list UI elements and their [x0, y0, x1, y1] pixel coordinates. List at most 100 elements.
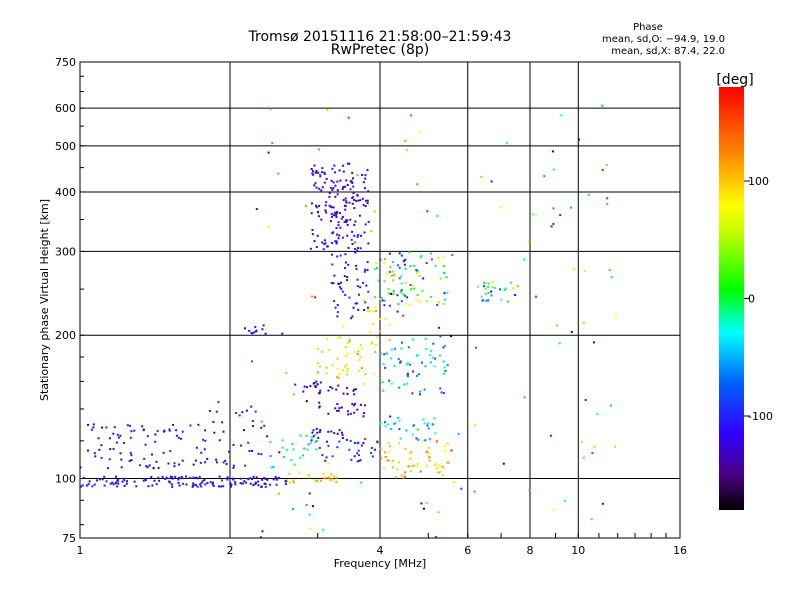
- data-point: [87, 423, 89, 426]
- data-point: [122, 441, 125, 444]
- data-point: [293, 463, 296, 466]
- data-point: [383, 304, 386, 307]
- data-point: [321, 454, 324, 457]
- data-point: [129, 436, 132, 439]
- data-point: [204, 461, 207, 464]
- data-point: [391, 270, 394, 273]
- data-point: [344, 267, 346, 269]
- data-point: [221, 421, 224, 424]
- data-point: [338, 283, 341, 285]
- data-point: [366, 269, 369, 272]
- data-point: [115, 481, 118, 484]
- data-point: [502, 462, 505, 465]
- data-point: [281, 439, 284, 442]
- data-point: [400, 474, 403, 477]
- data-point: [411, 465, 414, 467]
- data-point: [332, 282, 335, 285]
- data-point: [436, 441, 439, 444]
- data-point: [374, 306, 377, 309]
- data-point: [267, 225, 270, 228]
- data-point: [228, 450, 231, 453]
- data-point: [348, 340, 351, 343]
- data-point: [347, 263, 350, 266]
- data-point: [171, 477, 174, 480]
- data-point: [359, 403, 362, 406]
- data-point: [202, 438, 204, 441]
- data-point: [363, 299, 366, 302]
- data-point: [388, 379, 391, 382]
- data-point: [336, 403, 339, 405]
- data-point: [404, 471, 407, 474]
- data-point: [329, 386, 332, 388]
- data-point: [112, 432, 115, 435]
- y-axis-label: Stationary phase Virtual Height [km]: [38, 199, 51, 401]
- data-point: [333, 211, 336, 214]
- data-point: [341, 437, 344, 439]
- data-point: [250, 405, 253, 408]
- data-point: [346, 392, 349, 395]
- data-point: [175, 429, 178, 432]
- data-point: [192, 476, 195, 479]
- data-point: [204, 483, 207, 486]
- data-point: [317, 171, 320, 174]
- data-point: [345, 364, 348, 367]
- data-point: [406, 374, 409, 377]
- data-point: [288, 481, 291, 484]
- data-point: [407, 465, 410, 468]
- data-point: [374, 351, 377, 354]
- data-point: [170, 476, 173, 478]
- data-point: [400, 347, 403, 350]
- data-point: [281, 332, 284, 335]
- data-point: [354, 251, 357, 254]
- data-point: [398, 277, 401, 280]
- data-point: [440, 391, 443, 394]
- data-point: [426, 464, 429, 467]
- data-point: [171, 483, 173, 486]
- data-point: [582, 456, 585, 459]
- data-point: [413, 424, 415, 427]
- data-point: [323, 173, 326, 176]
- data-point: [330, 430, 333, 433]
- data-point: [403, 263, 406, 266]
- data-point: [377, 279, 380, 282]
- data-point: [437, 326, 440, 329]
- data-point: [302, 454, 304, 457]
- data-point: [473, 490, 476, 493]
- data-point: [116, 479, 119, 482]
- data-point: [192, 484, 195, 486]
- data-point: [115, 441, 118, 444]
- data-point: [339, 254, 342, 257]
- data-point: [534, 213, 537, 216]
- data-point: [391, 459, 394, 462]
- data-point: [82, 476, 85, 479]
- data-point: [350, 238, 353, 241]
- data-point: [203, 448, 206, 451]
- data-point: [388, 323, 391, 326]
- data-point: [415, 354, 418, 357]
- data-point: [335, 227, 338, 230]
- data-point: [87, 483, 90, 486]
- data-point: [367, 306, 369, 309]
- data-point: [379, 352, 382, 355]
- data-point: [419, 256, 422, 259]
- data-point: [299, 456, 302, 459]
- data-point: [473, 424, 476, 427]
- data-point: [336, 446, 339, 449]
- data-point: [389, 270, 391, 273]
- data-point: [365, 284, 368, 287]
- colorbar: [719, 87, 744, 510]
- data-point: [381, 381, 384, 384]
- data-point: [336, 357, 339, 360]
- data-point: [336, 311, 339, 314]
- data-point: [409, 451, 412, 454]
- data-point: [428, 459, 431, 462]
- data-point: [352, 192, 355, 194]
- data-point: [351, 315, 354, 318]
- data-point: [341, 434, 344, 437]
- data-point: [364, 177, 367, 180]
- data-point: [450, 335, 453, 338]
- data-point: [168, 429, 171, 432]
- data-point: [257, 484, 260, 487]
- data-point: [368, 309, 371, 312]
- data-point: [552, 222, 555, 225]
